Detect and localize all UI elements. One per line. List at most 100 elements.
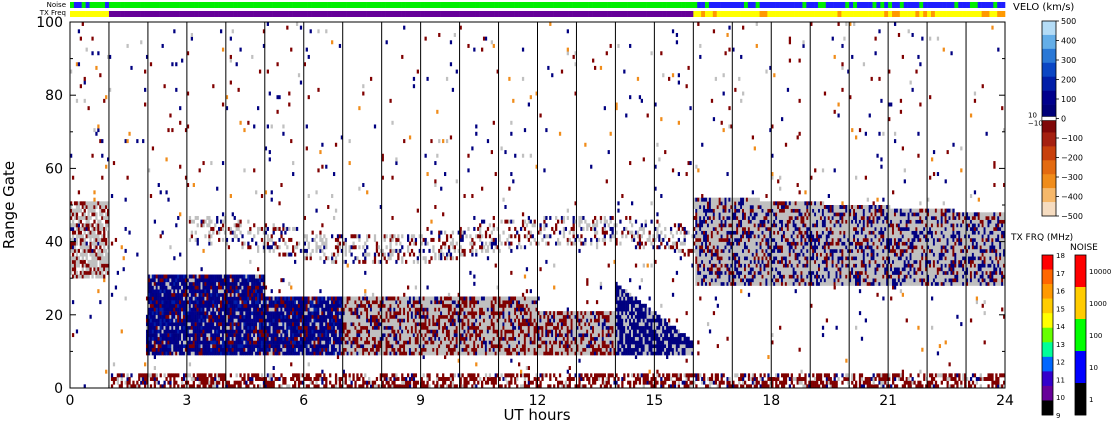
- echo-cell: [366, 340, 369, 345]
- echo-cell: [276, 333, 279, 338]
- echo-cell: [430, 347, 433, 352]
- echo-cell: [451, 340, 455, 345]
- echo-cell: [204, 344, 207, 349]
- echo-cell: [103, 248, 106, 253]
- echo-cell: [151, 278, 155, 283]
- echo-cell: [332, 322, 336, 327]
- echo-cell: [362, 303, 365, 308]
- echo-cell: [453, 373, 456, 378]
- echo-cell: [391, 336, 394, 341]
- echo-cell: [399, 311, 402, 316]
- txfreq-bar-segment: [755, 11, 760, 17]
- echo-cell: [101, 223, 104, 228]
- echo-cell: [175, 329, 178, 334]
- echo-cell: [301, 347, 305, 352]
- echo-cell: [321, 325, 324, 330]
- echo-cell: [202, 333, 205, 338]
- echo-cell: [395, 336, 398, 341]
- echo-cell: [227, 351, 231, 356]
- noise-bar-segment: [116, 2, 121, 8]
- echo-cell: [406, 314, 410, 319]
- echo-cell: [385, 380, 388, 385]
- echo-cell: [165, 322, 168, 327]
- echo-cell: [389, 237, 392, 242]
- echo-cell: [247, 314, 250, 319]
- echo-cell: [163, 311, 166, 316]
- echo-cell: [225, 322, 229, 327]
- echo-cell: [362, 307, 365, 312]
- echo-cell: [385, 340, 388, 345]
- echo-cell: [412, 333, 416, 338]
- echo-cell: [395, 241, 398, 246]
- echo-cell: [276, 377, 279, 381]
- echo-cell: [245, 292, 248, 297]
- echo-cell: [286, 333, 289, 338]
- echo-cell: [334, 237, 338, 242]
- echo-cell: [344, 314, 347, 319]
- echo-cell: [358, 322, 361, 327]
- echo-cell: [393, 329, 396, 334]
- echo-cell: [95, 256, 98, 261]
- echo-cell: [210, 307, 213, 312]
- echo-cell: [243, 285, 246, 290]
- txfreq-bar-segment: [97, 11, 102, 17]
- echo-cell: [171, 62, 174, 67]
- echo-cell: [375, 245, 379, 250]
- echo-cell: [303, 248, 306, 253]
- echo-cell: [177, 336, 180, 341]
- echo-cell: [303, 234, 306, 239]
- echo-cell: [196, 300, 199, 305]
- echo-cell: [274, 311, 277, 316]
- echo-cell: [112, 377, 116, 381]
- noise-bar-segment: [85, 2, 90, 8]
- echo-cell: [257, 300, 260, 305]
- echo-cell: [422, 296, 425, 301]
- echo-cell: [309, 29, 312, 34]
- echo-cell: [428, 347, 431, 352]
- txfreq-bar-segment: [210, 11, 215, 17]
- echo-cell: [91, 234, 94, 239]
- echo-cell: [294, 380, 297, 385]
- echo-cell: [175, 292, 178, 297]
- echo-cell: [219, 325, 223, 330]
- echo-cell: [192, 373, 195, 378]
- echo-cell: [455, 314, 458, 319]
- echo-cell: [282, 307, 285, 312]
- echo-cell: [432, 300, 435, 305]
- echo-cell: [247, 311, 250, 316]
- echo-cell: [350, 300, 353, 305]
- echo-cell: [449, 333, 453, 338]
- echo-cell: [416, 333, 419, 338]
- echo-cell: [272, 351, 275, 356]
- echo-cell: [422, 340, 425, 345]
- echo-cell: [258, 296, 262, 301]
- echo-cell: [301, 333, 305, 338]
- echo-cell: [323, 234, 326, 239]
- echo-cell: [445, 307, 449, 312]
- echo-cell: [235, 322, 238, 327]
- echo-cell: [307, 340, 310, 345]
- echo-cell: [381, 333, 384, 338]
- echo-cell: [430, 329, 433, 334]
- echo-cell: [290, 329, 293, 334]
- noise-bar-segment: [241, 2, 246, 8]
- echo-cell: [251, 333, 254, 338]
- echo-cell: [317, 311, 320, 316]
- noise-bar-segment: [389, 2, 394, 8]
- echo-cell: [424, 153, 427, 158]
- echo-cell: [163, 285, 166, 290]
- echo-cell: [430, 344, 433, 349]
- echo-cell: [130, 373, 133, 378]
- noise-bar-segment: [405, 2, 410, 8]
- echo-cell: [311, 311, 314, 316]
- echo-cell: [173, 351, 176, 356]
- noise-bar-segment: [459, 2, 464, 8]
- echo-cell: [321, 303, 324, 308]
- echo-cell: [255, 292, 258, 297]
- echo-cell: [169, 274, 172, 279]
- echo-cell: [196, 215, 199, 220]
- echo-cell: [134, 384, 137, 389]
- echo-cell: [210, 344, 213, 349]
- echo-cell: [323, 252, 326, 257]
- echo-cell: [447, 384, 451, 389]
